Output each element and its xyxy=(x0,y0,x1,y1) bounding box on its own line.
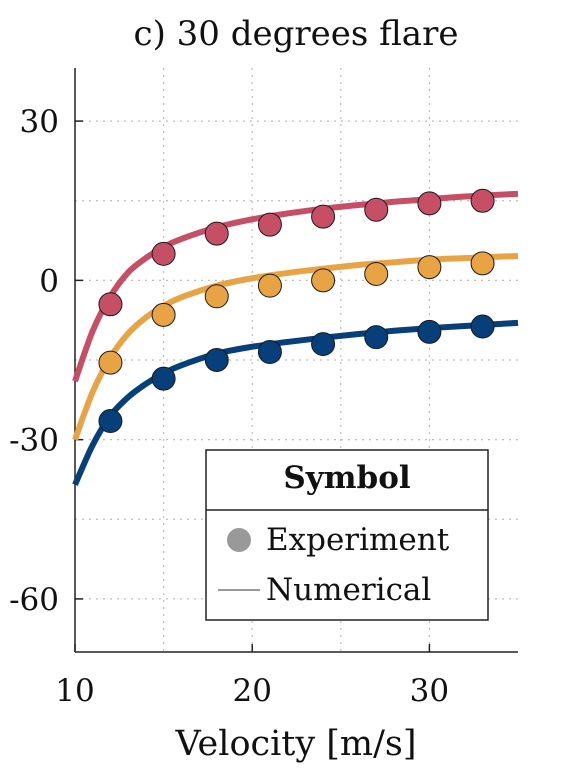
experiment-point-2 xyxy=(257,273,282,298)
experiment-point-3 xyxy=(417,319,442,344)
x-axis-label: Velocity [m/s] xyxy=(174,724,416,764)
experiment-point-1 xyxy=(364,197,389,222)
legend-box xyxy=(205,449,489,621)
experiment-point-2 xyxy=(311,268,336,293)
experiment-points xyxy=(98,188,495,434)
numerical-curve-2 xyxy=(72,252,519,441)
experiment-point-1 xyxy=(151,241,176,266)
experiment-point-1 xyxy=(98,292,123,317)
experiment-point-3 xyxy=(204,348,229,372)
tick-labels: 30 0 -30 -60 10 20 30 xyxy=(9,104,449,709)
experiment-point-2 xyxy=(417,255,442,280)
x-tick-label: 20 xyxy=(232,673,271,709)
legend-experiment-label: Experiment xyxy=(266,522,450,558)
experiment-point-2 xyxy=(151,302,176,327)
experiment-point-1 xyxy=(470,188,495,213)
legend-numerical-label: Numerical xyxy=(266,572,431,608)
y-tick-label: 30 xyxy=(20,104,59,140)
experiment-point-1 xyxy=(204,221,229,246)
x-tick-label: 30 xyxy=(410,673,449,709)
y-tick-label: -60 xyxy=(9,582,59,618)
experiment-point-3 xyxy=(257,340,282,365)
experiment-point-2 xyxy=(98,350,123,375)
y-tick-label: 0 xyxy=(39,263,59,299)
experiment-point-1 xyxy=(257,212,282,237)
experiment-point-2 xyxy=(470,251,495,276)
axes xyxy=(74,68,518,653)
experiment-point-3 xyxy=(98,409,123,434)
x-tick-label: 10 xyxy=(55,673,94,709)
chart-title: c) 30 degrees flare xyxy=(134,14,459,54)
experiment-point-2 xyxy=(364,261,389,286)
experiment-point-3 xyxy=(364,325,389,350)
numerical-curve-3 xyxy=(72,319,519,486)
experiment-point-1 xyxy=(311,204,336,229)
experiment-point-3 xyxy=(151,366,176,391)
experiment-point-2 xyxy=(204,284,229,309)
legend: Symbol Experiment Numerical xyxy=(205,449,489,621)
numerical-curves xyxy=(72,190,519,486)
legend-experiment-marker xyxy=(227,528,251,552)
experiment-point-1 xyxy=(417,191,442,216)
experiment-point-3 xyxy=(311,332,336,357)
y-tick-label: -30 xyxy=(9,423,59,459)
experiment-point-3 xyxy=(470,314,495,339)
numerical-curve-1 xyxy=(72,190,519,383)
legend-title: Symbol xyxy=(283,460,410,496)
